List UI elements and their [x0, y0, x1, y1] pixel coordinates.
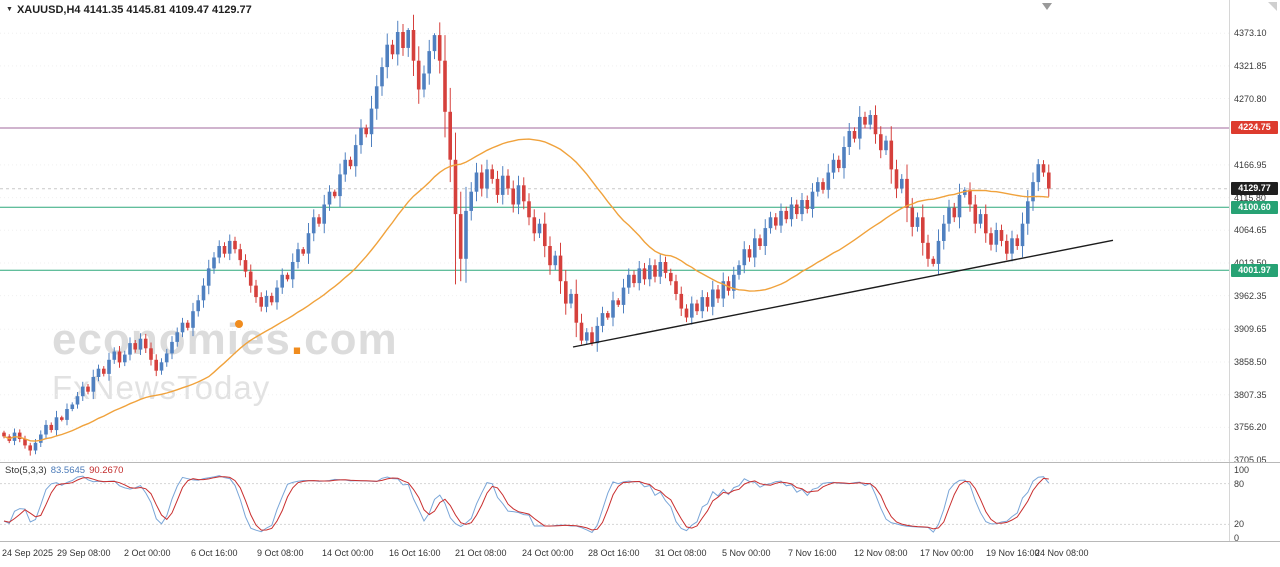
time-axis[interactable]: 24 Sep 2025 29 Sep 08:00 2 Oct 00:00 6 Oct … [0, 542, 1280, 567]
indicator-level-label: 0 [1234, 533, 1240, 543]
scroll-corner-icon[interactable] [1268, 2, 1277, 11]
time-label: 6 Oct 16:00 [191, 548, 238, 558]
price-axis[interactable]: 4373.10 4321.85 4270.80 4166.95 4115.80 4064.… [1230, 0, 1280, 543]
time-label: 9 Oct 08:00 [257, 548, 304, 558]
indicator-d-value: 90.2670 [89, 465, 124, 476]
time-label: 5 Nov 00:00 [722, 548, 771, 558]
price-tick-label: 4064.65 [1234, 225, 1267, 235]
price-tick-label: 4013.50 [1234, 258, 1267, 268]
chart-header: ▼ XAUUSD,H4 4141.35 4145.81 4109.47 4129.… [6, 4, 252, 16]
price-badge: 4129.77 [1231, 182, 1278, 195]
time-label: 2 Oct 00:00 [124, 548, 171, 558]
time-label: 19 Nov 16:00 [986, 548, 1040, 558]
price-tick-label: 4373.10 [1234, 28, 1267, 38]
price-tick-label: 4321.85 [1234, 61, 1267, 71]
time-label: 16 Oct 16:00 [389, 548, 441, 558]
price-tick-label: 3858.50 [1234, 357, 1267, 367]
chart-shift-marker-icon[interactable] [1042, 3, 1052, 10]
indicator-k-value: 83.5645 [50, 465, 86, 476]
time-label: 29 Sep 08:00 [57, 548, 111, 558]
axis-separator [0, 541, 1280, 542]
indicator-level-label: 100 [1234, 465, 1250, 475]
indicator-name: Sto(5,3,3) [5, 465, 47, 476]
price-tick-label: 3962.35 [1234, 291, 1267, 301]
price-badge: 4100.60 [1231, 201, 1278, 214]
symbol-dropdown-icon[interactable]: ▼ [6, 6, 13, 13]
price-tick-label: 4270.80 [1234, 94, 1267, 104]
price-tick-label: 3756.20 [1234, 422, 1267, 432]
price-chart-canvas[interactable] [0, 0, 1229, 462]
price-tick-label: 3807.35 [1234, 390, 1267, 400]
axis-divider [1229, 0, 1230, 541]
time-label: 24 Sep 2025 [2, 548, 54, 558]
price-tick-label: 4166.95 [1234, 160, 1267, 170]
price-badge: 4224.75 [1231, 121, 1278, 134]
time-label: 24 Oct 00:00 [522, 548, 574, 558]
time-label: 12 Nov 08:00 [854, 548, 908, 558]
time-label: 21 Oct 08:00 [455, 548, 507, 558]
indicator-level-label: 80 [1234, 479, 1245, 489]
time-label: 28 Oct 16:00 [588, 548, 640, 558]
symbol-label: XAUUSD,H4 [16, 4, 81, 16]
price-badge: 4001.97 [1231, 264, 1278, 277]
time-label: 7 Nov 16:00 [788, 548, 837, 558]
price-tick-label: 3705.05 [1234, 455, 1267, 465]
stochastic-canvas[interactable] [0, 463, 1229, 541]
indicator-label-row: Sto(5,3,3) 83.5645 90.2670 [5, 465, 123, 476]
price-tick-label: 4115.80 [1234, 193, 1266, 203]
indicator-level-label: 20 [1234, 519, 1245, 529]
time-label: 24 Nov 08:00 [1035, 548, 1089, 558]
ohlc-values: 4141.35 4145.81 4109.47 4129.77 [83, 4, 252, 16]
panel-separator[interactable] [0, 462, 1280, 463]
time-label: 14 Oct 00:00 [322, 548, 374, 558]
price-tick-label: 3909.65 [1234, 324, 1267, 334]
time-label: 31 Oct 08:00 [655, 548, 707, 558]
time-label: 17 Nov 00:00 [920, 548, 974, 558]
